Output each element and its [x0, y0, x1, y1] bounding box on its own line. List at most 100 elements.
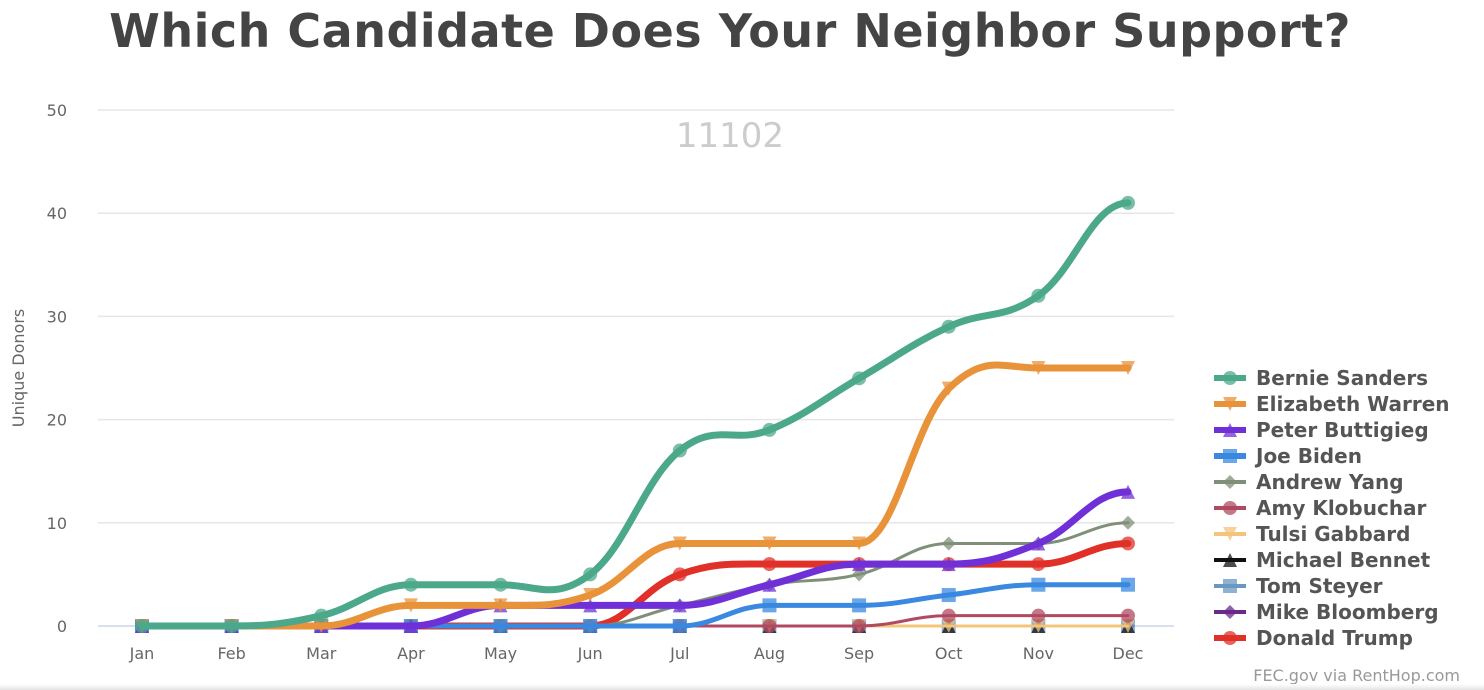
legend-symbol-joe-biden[interactable]: [1223, 449, 1237, 463]
data-point-bernie-sanders-dec[interactable]: [1121, 195, 1135, 210]
legend-symbol-bernie-sanders[interactable]: [1223, 371, 1237, 385]
data-point-bernie-sanders-may[interactable]: [493, 577, 508, 592]
y-axis-ticks: 0 10 20 30 40 50: [47, 101, 67, 636]
data-point-joe-biden-dec[interactable]: [1121, 577, 1135, 592]
legend-label[interactable]: Amy Klobuchar: [1256, 496, 1427, 520]
data-point-bernie-sanders-nov[interactable]: [1031, 288, 1046, 303]
data-point-elizabeth-warren-oct[interactable]: [941, 381, 956, 396]
data-point-joe-biden-sep[interactable]: [852, 598, 867, 613]
data-point-peter-buttigieg-oct[interactable]: [941, 557, 956, 572]
series-line-andrew-yang[interactable]: [140, 521, 1130, 628]
legend-item-bernie-sanders[interactable]: Bernie Sanders: [1214, 366, 1428, 390]
series-line-donald-trump[interactable]: [138, 539, 1132, 630]
data-point-bernie-sanders-sep[interactable]: [852, 371, 867, 386]
data-point-elizabeth-warren-nov[interactable]: [1031, 361, 1046, 375]
data-point-bernie-sanders-jan[interactable]: [135, 619, 149, 633]
x-tick-label: Aug: [754, 644, 785, 663]
data-point-donald-trump-dec[interactable]: [1121, 536, 1135, 551]
data-point-donald-trump-jul[interactable]: [672, 567, 687, 582]
data-point-peter-buttigieg-jul[interactable]: [672, 598, 687, 613]
data-point-amy-klobuchar-nov[interactable]: [1031, 608, 1046, 623]
legend-item-joe-biden[interactable]: Joe Biden: [1214, 444, 1362, 468]
legend-symbol-mike-bloomberg[interactable]: [1223, 605, 1237, 619]
data-point-amy-klobuchar-aug[interactable]: [762, 619, 777, 633]
legend-item-tulsi-gabbard[interactable]: Tulsi Gabbard: [1214, 522, 1410, 546]
data-point-joe-biden-oct[interactable]: [941, 588, 956, 603]
legend-symbol-donald-trump[interactable]: [1223, 631, 1237, 645]
data-point-peter-buttigieg-jun[interactable]: [583, 598, 598, 613]
data-point-donald-trump-aug[interactable]: [762, 557, 777, 572]
data-point-andrew-yang-dec[interactable]: [1121, 515, 1135, 530]
data-point-elizabeth-warren-mar[interactable]: [314, 619, 329, 633]
legend-symbol-elizabeth-warren[interactable]: [1223, 397, 1237, 411]
data-point-peter-buttigieg-nov[interactable]: [1031, 536, 1046, 551]
x-tick-label: Oct: [935, 644, 963, 663]
x-tick-label: May: [484, 644, 517, 663]
legend-item-amy-klobuchar[interactable]: Amy Klobuchar: [1214, 496, 1427, 520]
data-point-elizabeth-warren-aug[interactable]: [762, 536, 777, 551]
x-tick-label: Mar: [306, 644, 337, 663]
legend-label[interactable]: Donald Trump: [1256, 626, 1413, 650]
x-tick-label: Feb: [217, 644, 245, 663]
legend-label[interactable]: Joe Biden: [1254, 444, 1362, 468]
bottom-edge-shadow: [0, 684, 1484, 690]
data-point-elizabeth-warren-jun[interactable]: [583, 588, 598, 603]
legend-label[interactable]: Tom Steyer: [1256, 574, 1383, 598]
x-tick-label: Sep: [844, 644, 874, 663]
legend-label[interactable]: Michael Bennet: [1256, 548, 1431, 572]
data-point-elizabeth-warren-may[interactable]: [493, 598, 508, 613]
data-point-tulsi-gabbard-dec[interactable]: [1121, 619, 1135, 633]
x-axis-ticks: Jan Feb Mar Apr May Jun Jul Aug Sep Oct Nov Dec: [129, 644, 1144, 663]
legend-symbol-peter-buttigieg[interactable]: [1223, 423, 1237, 437]
legend-label[interactable]: Elizabeth Warren: [1256, 392, 1450, 416]
legend-item-michael-bennet[interactable]: Michael Bennet: [1214, 548, 1431, 572]
data-point-bernie-sanders-feb[interactable]: [224, 619, 239, 633]
legend-label[interactable]: Tulsi Gabbard: [1256, 522, 1410, 546]
data-point-joe-biden-aug[interactable]: [762, 598, 777, 613]
data-point-bernie-sanders-apr[interactable]: [403, 577, 418, 592]
legend-label[interactable]: Peter Buttigieg: [1256, 418, 1429, 442]
legend-label[interactable]: Mike Bloomberg: [1256, 600, 1439, 624]
legend-symbol-andrew-yang[interactable]: [1223, 475, 1237, 489]
data-point-peter-buttigieg-apr[interactable]: [403, 619, 418, 633]
data-point-peter-buttigieg-aug[interactable]: [762, 577, 777, 592]
credits[interactable]: FEC.gov via RentHop.com: [1253, 666, 1460, 685]
data-point-amy-klobuchar-oct[interactable]: [941, 608, 956, 623]
data-point-donald-trump-nov[interactable]: [1031, 557, 1046, 572]
data-point-amy-klobuchar-sep[interactable]: [852, 619, 867, 633]
data-point-andrew-yang-oct[interactable]: [941, 536, 956, 551]
data-point-bernie-sanders-jun[interactable]: [583, 567, 598, 582]
series-line-elizabeth-warren[interactable]: [138, 361, 1132, 630]
data-point-bernie-sanders-mar[interactable]: [314, 608, 329, 623]
y-tick-label: 0: [57, 617, 67, 636]
data-point-bernie-sanders-oct[interactable]: [941, 319, 956, 334]
legend-symbol-tulsi-gabbard[interactable]: [1223, 527, 1237, 541]
data-point-peter-buttigieg-dec[interactable]: [1121, 484, 1135, 499]
data-point-joe-biden-may[interactable]: [493, 619, 508, 633]
legend-label[interactable]: Andrew Yang: [1256, 470, 1404, 494]
data-point-joe-biden-nov[interactable]: [1031, 577, 1046, 592]
data-point-joe-biden-jul[interactable]: [672, 619, 687, 633]
legend-item-elizabeth-warren[interactable]: Elizabeth Warren: [1214, 392, 1450, 416]
legend-label[interactable]: Bernie Sanders: [1256, 366, 1428, 390]
data-point-elizabeth-warren-dec[interactable]: [1121, 361, 1135, 375]
data-point-tulsi-gabbard-oct[interactable]: [941, 619, 956, 633]
data-point-elizabeth-warren-apr[interactable]: [403, 598, 418, 613]
data-point-tulsi-gabbard-nov[interactable]: [1031, 619, 1046, 633]
legend-item-tom-steyer[interactable]: Tom Steyer: [1214, 574, 1383, 598]
data-point-amy-klobuchar-dec[interactable]: [1121, 608, 1135, 623]
legend-symbol-amy-klobuchar[interactable]: [1223, 501, 1237, 515]
data-point-bernie-sanders-aug[interactable]: [762, 422, 777, 437]
data-point-elizabeth-warren-jul[interactable]: [672, 536, 687, 551]
legend-item-donald-trump[interactable]: Donald Trump: [1214, 626, 1413, 650]
data-point-elizabeth-warren-sep[interactable]: [852, 536, 867, 551]
data-point-peter-buttigieg-sep[interactable]: [852, 557, 867, 572]
legend-symbol-tom-steyer[interactable]: [1223, 579, 1237, 593]
legend-symbol-michael-bennet[interactable]: [1223, 553, 1237, 567]
legend-item-peter-buttigieg[interactable]: Peter Buttigieg: [1214, 418, 1429, 442]
data-point-bernie-sanders-jul[interactable]: [672, 443, 687, 458]
data-point-joe-biden-jun[interactable]: [583, 619, 598, 633]
legend-item-andrew-yang[interactable]: Andrew Yang: [1214, 470, 1404, 494]
legend-item-mike-bloomberg[interactable]: Mike Bloomberg: [1214, 600, 1439, 624]
